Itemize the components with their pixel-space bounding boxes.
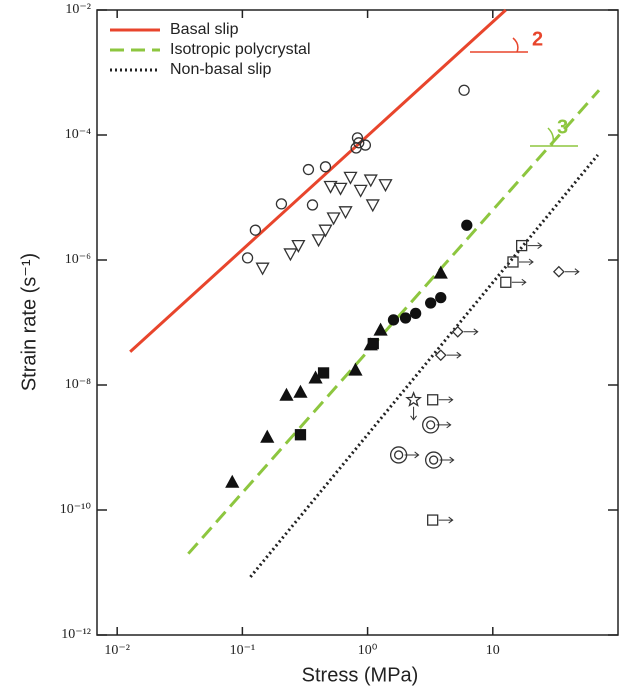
- bound-arrow: [463, 328, 479, 336]
- data-point: [249, 224, 262, 236]
- data-point: [393, 450, 404, 460]
- data-point: [338, 206, 353, 220]
- data-point: [399, 312, 412, 324]
- series-line: [249, 153, 599, 578]
- y-tick-label: 10⁻⁶: [65, 252, 91, 267]
- data-point: [283, 248, 298, 262]
- data-point: [409, 307, 422, 320]
- data-point: [425, 297, 437, 309]
- bound-arrow: [438, 396, 454, 404]
- data-point: [373, 322, 388, 336]
- data-point: [255, 262, 270, 276]
- data-point: [302, 163, 315, 176]
- bound-arrow: [410, 406, 417, 421]
- data-point: [387, 314, 400, 326]
- data-point: [311, 234, 326, 248]
- data-point: [359, 139, 372, 151]
- data-point: [515, 239, 528, 252]
- data-point: [426, 420, 436, 430]
- data-point-ring: [389, 446, 408, 464]
- data-point: [552, 265, 565, 278]
- data-point: [294, 429, 307, 441]
- data-point: [500, 276, 512, 288]
- data-point: [326, 212, 341, 226]
- x-axis-label: Stress (MPa): [302, 664, 419, 686]
- bound-arrow: [446, 351, 462, 359]
- data-point: [353, 184, 368, 198]
- data-point: [279, 387, 294, 401]
- data-point: [333, 182, 348, 196]
- data-point: [507, 256, 519, 268]
- data-point: [365, 199, 380, 213]
- data-point: [318, 224, 333, 238]
- bound-arrow: [518, 258, 534, 266]
- data-point-ring: [425, 451, 443, 469]
- data-point: [319, 161, 332, 173]
- data-point: [317, 367, 330, 379]
- data-point: [434, 349, 447, 362]
- data-point: [367, 337, 379, 350]
- data-point: [433, 265, 448, 279]
- y-tick-label: 10⁻²: [65, 2, 91, 17]
- legend-label: Non-basal slip: [170, 61, 271, 78]
- data-point-ring: [422, 416, 440, 434]
- bound-arrow: [564, 268, 580, 276]
- slope-triangle: [530, 127, 578, 147]
- data-point: [363, 174, 378, 188]
- data-point: [306, 199, 319, 211]
- data-point: [291, 239, 306, 253]
- slope-triangle: [470, 37, 528, 53]
- data-point: [458, 84, 470, 96]
- data-point: [353, 137, 365, 149]
- data-point: [451, 325, 464, 338]
- y-tick-label: 10⁻⁴: [65, 127, 91, 142]
- series-line: [187, 89, 601, 555]
- data-point: [405, 390, 422, 407]
- data-point: [225, 474, 240, 488]
- x-tick-label: 10: [486, 643, 500, 658]
- y-tick-label: 10⁻¹⁰: [60, 502, 92, 517]
- data-point: [427, 394, 439, 406]
- y-tick-label: 10⁻¹²: [61, 627, 91, 642]
- data-point: [293, 384, 308, 398]
- data-point: [461, 219, 473, 231]
- plot-frame: [96, 9, 619, 636]
- x-tick-label: 10⁻¹: [230, 643, 256, 658]
- y-axis-label: Strain rate (s⁻¹): [18, 253, 40, 391]
- data-point: [429, 455, 439, 465]
- bound-arrow: [511, 278, 527, 286]
- data-point: [343, 171, 358, 185]
- bound-arrow: [438, 516, 454, 524]
- data-point: [260, 429, 275, 443]
- data-point: [427, 514, 439, 526]
- data-point: [275, 198, 288, 210]
- x-tick-label: 10⁰: [358, 643, 378, 658]
- slope-label: 2: [532, 28, 543, 50]
- data-point: [378, 179, 393, 193]
- x-tick-label: 10⁻²: [104, 643, 130, 658]
- legend-label: Isotropic polycrystal: [170, 41, 311, 58]
- data-point: [435, 291, 447, 304]
- bound-arrow: [527, 242, 543, 249]
- data-point: [241, 252, 254, 264]
- legend-label: Basal slip: [170, 21, 239, 38]
- series-line: [129, 8, 507, 353]
- slope-label: 3: [557, 116, 568, 138]
- data-point: [323, 180, 338, 194]
- data-point: [348, 362, 363, 376]
- y-tick-label: 10⁻⁸: [65, 377, 91, 392]
